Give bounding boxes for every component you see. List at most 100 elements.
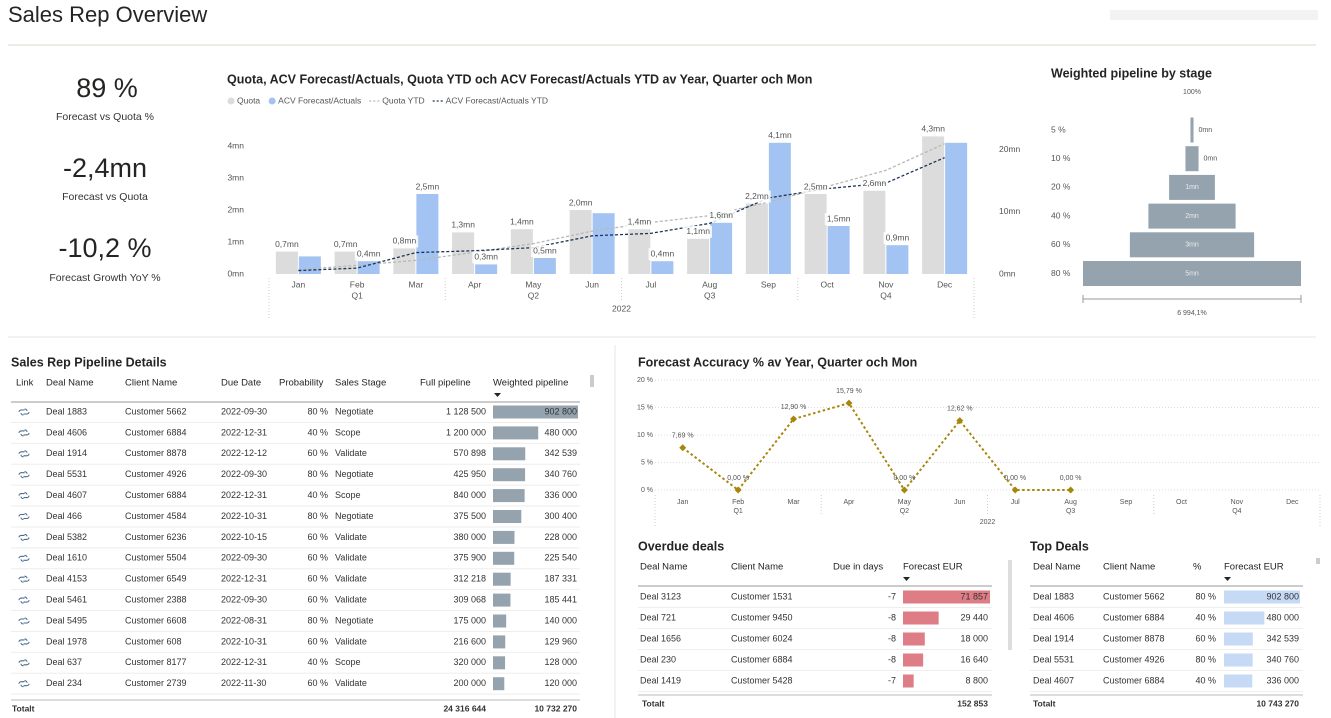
x-tick-label: Dec bbox=[1286, 499, 1299, 506]
data-bar bbox=[903, 674, 914, 688]
cell: Deal 5495 bbox=[46, 615, 87, 625]
link-icon[interactable] bbox=[18, 429, 30, 437]
link-icon[interactable] bbox=[18, 492, 30, 500]
link-icon[interactable] bbox=[18, 575, 30, 583]
link-icon[interactable] bbox=[18, 408, 30, 416]
cell: Customer 8878 bbox=[125, 448, 187, 458]
quarter-label: Q3 bbox=[1066, 508, 1075, 515]
cell: Validate bbox=[335, 636, 367, 646]
kpi-label: Forecast vs Quota bbox=[62, 191, 148, 203]
data-label: 7,69 % bbox=[672, 433, 694, 440]
category-label: 5 % bbox=[1051, 124, 1066, 134]
funnel-bar bbox=[1083, 261, 1301, 286]
legend-label: Quota YTD bbox=[382, 95, 424, 105]
cell: 902 800 bbox=[544, 406, 577, 416]
bar bbox=[298, 256, 321, 274]
cell: 175 000 bbox=[453, 615, 486, 625]
x-tick-label: Oct bbox=[1176, 499, 1187, 506]
cell: Validate bbox=[335, 553, 367, 563]
bar bbox=[651, 261, 674, 274]
link-icon[interactable] bbox=[18, 596, 30, 604]
kpi-value: -2,4mn bbox=[63, 153, 147, 183]
total-cell: Totalt bbox=[1033, 698, 1056, 708]
bar bbox=[745, 203, 768, 274]
legend-marker bbox=[227, 97, 235, 105]
cell: 29 440 bbox=[960, 612, 988, 622]
data-label: 5mn bbox=[1185, 270, 1199, 277]
x-tick-label: May bbox=[525, 279, 542, 289]
cell: 902 800 bbox=[1266, 591, 1299, 601]
bar bbox=[886, 245, 909, 274]
cell: Customer 6608 bbox=[125, 615, 187, 625]
link-icon[interactable] bbox=[18, 638, 30, 646]
data-bar bbox=[903, 632, 925, 646]
data-label: 0mn bbox=[1204, 156, 1218, 163]
sort-arrow[interactable] bbox=[903, 577, 910, 581]
cell: 300 400 bbox=[544, 511, 577, 521]
cell: 40 % bbox=[307, 427, 328, 437]
data-label: 2,2mn bbox=[745, 191, 769, 201]
point bbox=[734, 486, 742, 494]
point bbox=[679, 444, 687, 452]
cell: 60 % bbox=[307, 678, 328, 688]
line bbox=[298, 143, 945, 271]
cell: 340 760 bbox=[544, 469, 577, 479]
cell: Customer 9450 bbox=[731, 612, 793, 622]
data-label-bg bbox=[331, 238, 360, 251]
scrollbar[interactable] bbox=[590, 375, 594, 387]
link-icon[interactable] bbox=[18, 533, 30, 541]
table-title: Overdue deals bbox=[638, 539, 724, 553]
data-label-bg bbox=[508, 216, 536, 229]
link-icon[interactable] bbox=[18, 471, 30, 479]
x-tick-label: Aug bbox=[1064, 499, 1077, 506]
funnel-bar bbox=[1148, 203, 1236, 229]
link-icon[interactable] bbox=[18, 617, 30, 625]
data-label: 0,7mn bbox=[275, 239, 299, 249]
bar bbox=[827, 226, 850, 274]
scrollbar[interactable] bbox=[1316, 558, 1320, 564]
x-tick-label: Feb bbox=[350, 279, 365, 289]
cell: 60 % bbox=[307, 594, 328, 604]
link-icon[interactable] bbox=[18, 680, 30, 688]
link-icon[interactable] bbox=[18, 554, 30, 562]
data-bar bbox=[493, 468, 526, 482]
sort-arrow[interactable] bbox=[1224, 577, 1231, 581]
column-header: Deal Name bbox=[46, 378, 94, 389]
cell: 120 000 bbox=[544, 678, 577, 688]
point bbox=[900, 486, 908, 494]
scrollbar[interactable] bbox=[1008, 560, 1012, 650]
data-label: 0,9mn bbox=[886, 232, 910, 242]
link-icon[interactable] bbox=[18, 450, 30, 458]
data-label: 12,90 % bbox=[781, 404, 807, 411]
category-label: 60 % bbox=[1051, 239, 1071, 249]
total-cell: 10 732 270 bbox=[534, 703, 577, 713]
cell: 342 539 bbox=[544, 448, 577, 458]
cell: Customer 6884 bbox=[125, 427, 187, 437]
sort-arrow[interactable] bbox=[494, 393, 501, 397]
cell: 309 068 bbox=[453, 594, 486, 604]
cell: Deal 4606 bbox=[1033, 612, 1074, 622]
cell: 2022-12-12 bbox=[221, 448, 267, 458]
cell: 480 000 bbox=[544, 427, 577, 437]
cell: Scope bbox=[335, 657, 361, 667]
data-label: 3mn bbox=[1185, 242, 1199, 249]
quarter-label: Q4 bbox=[1232, 508, 1241, 515]
total-cell: Totalt bbox=[12, 703, 35, 713]
cell: 140 000 bbox=[544, 615, 577, 625]
data-bar bbox=[493, 572, 511, 586]
data-label-bg bbox=[531, 245, 559, 257]
link-icon[interactable] bbox=[18, 659, 30, 667]
cell: 380 000 bbox=[453, 532, 486, 542]
data-bar bbox=[493, 510, 522, 523]
cell: 80 % bbox=[307, 406, 328, 416]
link-icon[interactable] bbox=[18, 512, 30, 521]
category-label: 40 % bbox=[1051, 210, 1071, 220]
column-header: Probability bbox=[279, 378, 324, 389]
data-label: 0,00 % bbox=[727, 475, 749, 482]
cell: Customer 6024 bbox=[731, 633, 793, 643]
cell: Customer 4926 bbox=[1103, 654, 1165, 664]
chart-title: Forecast Accuracy % av Year, Quarter och… bbox=[638, 355, 917, 369]
data-label: 0,8mn bbox=[393, 236, 417, 246]
bar bbox=[592, 213, 615, 274]
